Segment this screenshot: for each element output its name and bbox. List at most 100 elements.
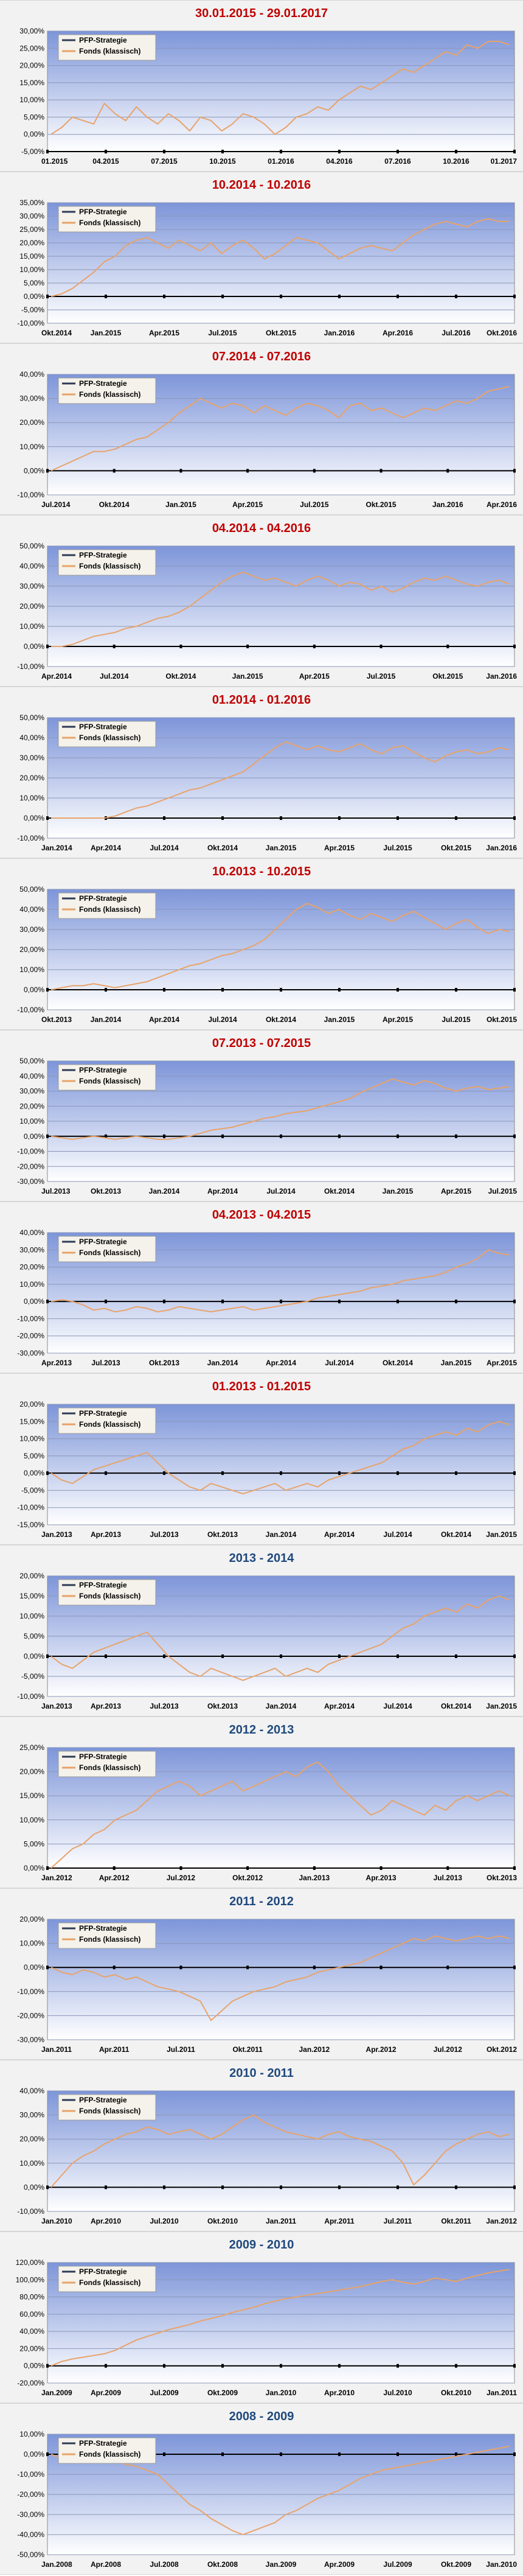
x-tick-label: Okt.2014 <box>207 844 238 852</box>
x-tick-mark <box>338 1654 341 1658</box>
x-tick-mark <box>513 2452 516 2456</box>
y-tick-label: 40,00% <box>19 1072 44 1080</box>
x-tick-mark <box>338 988 341 992</box>
y-tick-label: -5,00% <box>21 1672 44 1681</box>
x-tick-label: Jul.2015 <box>300 500 329 509</box>
y-tick-label: 100,00% <box>16 2275 45 2284</box>
legend-box <box>58 1064 156 1091</box>
series-line <box>50 2445 510 2535</box>
series-line <box>50 2114 510 2188</box>
x-tick-mark <box>280 2185 282 2189</box>
x-tick-mark <box>221 1471 224 1475</box>
y-tick-label: -5,00% <box>21 1486 44 1494</box>
y-tick-label: 20,00% <box>19 945 44 954</box>
x-tick-mark <box>105 1654 107 1658</box>
legend-box <box>58 1751 156 1777</box>
x-tick-label: Jan.2011 <box>41 2045 72 2054</box>
x-tick-mark <box>455 2364 457 2368</box>
y-tick-label: 20,00% <box>19 1572 44 1580</box>
x-tick-label: 10.2015 <box>209 157 236 166</box>
x-tick-label: Jul.2015 <box>367 672 396 681</box>
x-tick-label: Jan.2016 <box>432 500 463 509</box>
x-tick-mark <box>513 816 516 820</box>
x-tick-mark <box>221 2452 224 2456</box>
y-tick-label: 5,00% <box>24 113 44 121</box>
legend: PFP-Strategie Fonds (klassisch) <box>58 549 156 576</box>
x-tick-mark <box>163 295 165 298</box>
x-tick-label: Apr.2013 <box>366 1874 397 1882</box>
x-tick-label: Okt.2012 <box>487 2045 517 2054</box>
x-tick-mark <box>397 2452 399 2456</box>
x-tick-mark <box>221 2185 224 2189</box>
x-tick-label: Okt.2015 <box>366 500 397 509</box>
y-tick-label: 20,00% <box>19 418 44 427</box>
x-tick-mark <box>46 295 49 298</box>
line-chart: 25,00% 20,00% 15,00% 10,00% 5,00% 0,00% Jan.20… <box>19 1743 517 1882</box>
y-tick-label: -10,00% <box>17 1314 44 1323</box>
line-chart: 50,00% 40,00% 30,00% 20,00% 10,00% 0,00% -10,0… <box>17 713 517 852</box>
x-tick-label: Apr.2012 <box>99 1874 130 1882</box>
legend-label: Fonds (klassisch) <box>79 1763 140 1772</box>
x-tick-label: Okt.2014 <box>41 329 72 337</box>
chart-title: 01.2014 - 01.2016 <box>212 693 311 707</box>
chart-panel: 10.2013 - 10.2015 50,00% 40,00% 30,00% 20,00… <box>0 858 523 1030</box>
y-tick-label: 10,00% <box>19 1816 44 1824</box>
legend-label: Fonds (klassisch) <box>79 733 140 742</box>
x-tick-label: Apr.2014 <box>207 1187 238 1195</box>
chart-title: 10.2014 - 10.2016 <box>212 178 311 192</box>
x-tick-mark <box>105 150 107 153</box>
legend-label: Fonds (klassisch) <box>79 1077 140 1085</box>
x-tick-label: Jan.2013 <box>299 1874 330 1882</box>
line-chart: 40,00%30,00%20,00%10,00%0,00%-10,00%Jul.… <box>17 370 517 509</box>
x-tick-label: Jul.2016 <box>442 329 471 337</box>
legend-label: Fonds (klassisch) <box>79 2107 140 2115</box>
x-tick-mark <box>163 988 165 992</box>
y-tick-label: 30,00% <box>19 1245 44 1254</box>
legend-label: PFP-Strategie <box>79 1237 127 1246</box>
x-tick-label: Okt.2014 <box>441 1702 471 1710</box>
x-tick-label: 01.2015 <box>41 157 68 166</box>
chart-panel: 2009 - 2010 120,00% 100,00% 80,00% 60,00% 40,… <box>0 2231 523 2403</box>
x-tick-label: Jan.2012 <box>41 1874 72 1882</box>
x-tick-label: Jan.2016 <box>486 672 517 681</box>
x-tick-label: Jul.2014 <box>100 672 129 681</box>
y-tick-label: -20,00% <box>17 2379 44 2387</box>
y-tick-label: -30,00% <box>17 1177 44 1186</box>
chart-panel: 30.01.2015 - 29.01.2017 30,00% 25,00% 20,00… <box>0 0 523 172</box>
x-tick-label: Jul.2011 <box>167 2045 195 2054</box>
x-tick-mark <box>338 2452 341 2456</box>
x-tick-mark <box>221 2364 224 2368</box>
x-tick-mark <box>397 816 399 820</box>
x-tick-mark <box>163 2185 165 2189</box>
x-tick-mark <box>280 1134 282 1138</box>
x-tick-mark <box>446 1965 449 1970</box>
x-tick-label: Jan.2015 <box>232 672 263 681</box>
x-tick-label: Jan.2014 <box>266 1530 297 1539</box>
x-tick-label: Apr.2009 <box>324 2560 355 2569</box>
chart-title: 2011 - 2012 <box>229 1895 294 1908</box>
x-tick-label: Jan.2009 <box>41 2389 72 2397</box>
x-tick-label: Jan.2010 <box>41 2217 72 2225</box>
x-tick-label: Apr.2015 <box>441 1187 471 1195</box>
x-tick-label: Apr.2014 <box>324 1530 355 1539</box>
x-tick-label: Jan.2012 <box>299 2045 330 2054</box>
legend-label: Fonds (klassisch) <box>79 2450 140 2459</box>
x-tick-label: Jul.2014 <box>41 500 71 509</box>
x-tick-label: Jan.2014 <box>207 1359 238 1367</box>
x-tick-mark <box>338 150 341 153</box>
y-tick-label: 50,00% <box>19 713 44 722</box>
chart-panel: 07.2014 - 07.2016 40,00% 30,00% 20,00% 10,00… <box>0 343 523 515</box>
y-tick-label: 10,00% <box>19 1435 44 1443</box>
y-tick-label: 30,00% <box>19 212 44 220</box>
x-tick-label: Okt.2012 <box>232 1874 263 1882</box>
legend-label: PFP-Strategie <box>79 36 127 44</box>
y-tick-label: -50,00% <box>17 2550 44 2559</box>
x-tick-label: Jul.2014 <box>325 1359 354 1367</box>
y-tick-label: -5,00% <box>21 147 44 156</box>
y-tick-label: 10,00% <box>19 1939 44 1948</box>
x-tick-label: Jul.2013 <box>434 1874 463 1882</box>
chart-title: 04.2014 - 04.2016 <box>212 522 311 535</box>
legend-box <box>58 34 156 61</box>
x-tick-mark <box>46 816 49 820</box>
chart-title: 04.2013 - 04.2015 <box>212 1208 311 1222</box>
